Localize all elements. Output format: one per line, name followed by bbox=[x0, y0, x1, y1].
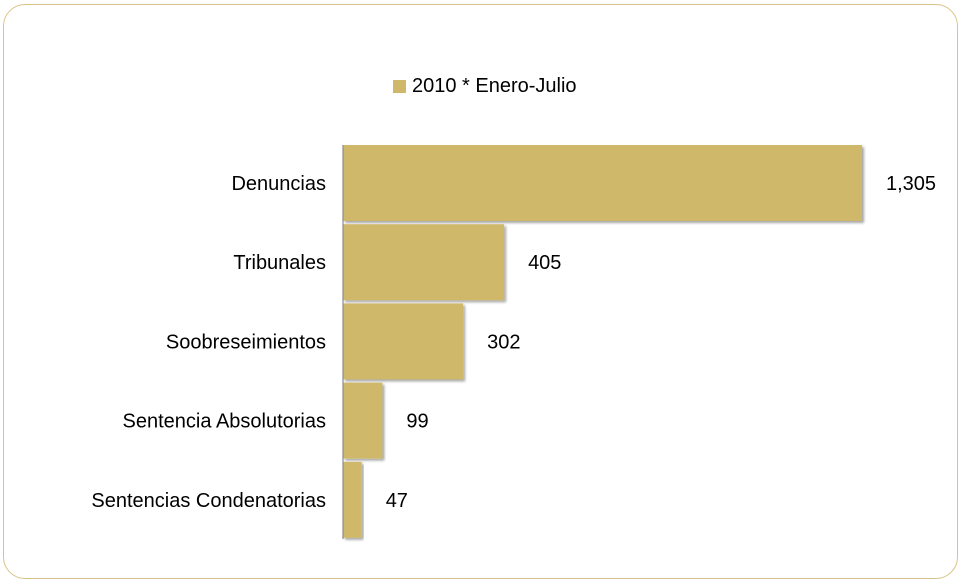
category-label: Sentencias Condenatorias bbox=[91, 490, 326, 512]
bar-4 bbox=[343, 461, 362, 538]
data-label: 99 bbox=[406, 411, 428, 433]
category-label: Sentencia Absolutorias bbox=[123, 411, 326, 433]
category-label: Tribunales bbox=[233, 252, 326, 274]
data-label: 405 bbox=[528, 252, 561, 274]
category-label: Denuncias bbox=[231, 173, 326, 195]
category-label: Soobreseimientos bbox=[166, 331, 326, 353]
legend-swatch bbox=[393, 79, 406, 93]
legend-label: 2010 * Enero-Julio bbox=[412, 74, 577, 97]
data-label: 47 bbox=[386, 490, 408, 512]
bar-2 bbox=[343, 303, 464, 380]
data-label: 1,305 bbox=[886, 173, 936, 195]
bar-0 bbox=[343, 145, 862, 221]
bar-1 bbox=[343, 224, 505, 301]
bar-3 bbox=[343, 382, 383, 459]
data-label: 302 bbox=[487, 331, 520, 353]
legend: 2010 * Enero-Julio bbox=[393, 73, 577, 99]
